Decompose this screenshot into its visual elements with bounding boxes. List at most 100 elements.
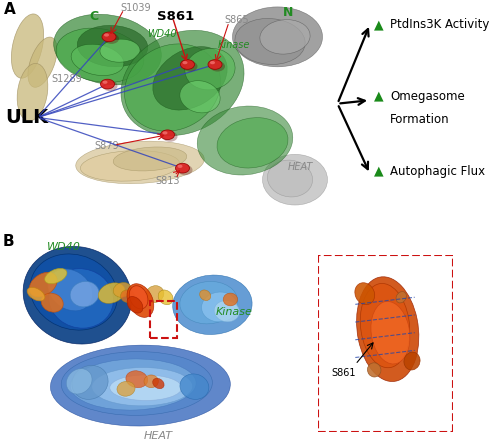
Text: A: A [4,2,16,17]
Ellipse shape [27,288,45,301]
Ellipse shape [76,141,204,183]
Ellipse shape [130,286,148,309]
Ellipse shape [208,60,222,70]
Ellipse shape [72,365,108,400]
Ellipse shape [102,32,116,42]
Ellipse shape [162,132,178,142]
Text: C: C [89,10,98,23]
Ellipse shape [100,39,140,62]
Ellipse shape [180,281,238,324]
Ellipse shape [371,301,410,364]
Ellipse shape [178,165,192,175]
Text: HEAT: HEAT [144,431,173,441]
Text: ULK: ULK [5,108,48,127]
Ellipse shape [120,290,135,303]
Ellipse shape [160,130,174,140]
Ellipse shape [44,268,67,284]
Ellipse shape [223,293,238,306]
Text: Omegasome: Omegasome [390,90,465,103]
Ellipse shape [185,48,235,90]
Ellipse shape [268,160,312,197]
Text: Kinase: Kinase [218,40,250,51]
Ellipse shape [180,374,209,400]
Ellipse shape [162,131,168,135]
Ellipse shape [260,19,310,54]
Text: S861: S861 [331,368,355,378]
Ellipse shape [114,283,132,297]
Ellipse shape [29,272,57,297]
Ellipse shape [48,269,92,311]
Ellipse shape [235,19,305,64]
Ellipse shape [180,81,220,113]
Text: S813: S813 [155,176,180,186]
Ellipse shape [110,375,182,400]
Ellipse shape [121,30,244,136]
Ellipse shape [100,79,114,89]
Ellipse shape [124,44,220,131]
Ellipse shape [210,61,215,64]
Text: ▲: ▲ [374,165,384,178]
Ellipse shape [360,284,410,368]
Ellipse shape [66,369,92,394]
Ellipse shape [28,37,57,87]
Ellipse shape [127,284,154,317]
Ellipse shape [232,7,322,67]
Text: WD40: WD40 [148,29,177,39]
Ellipse shape [70,281,99,307]
Text: WD40: WD40 [47,242,80,252]
Ellipse shape [210,61,225,71]
Text: B: B [3,233,14,249]
Ellipse shape [396,291,406,303]
Ellipse shape [356,277,419,381]
Ellipse shape [50,345,230,426]
Ellipse shape [158,290,173,305]
Ellipse shape [144,375,158,388]
Ellipse shape [113,147,187,171]
Bar [150,300,178,338]
Ellipse shape [41,293,63,312]
Text: PtdIns3K Activity: PtdIns3K Activity [390,19,490,31]
Ellipse shape [368,363,381,377]
Ellipse shape [178,165,182,168]
Ellipse shape [127,296,143,313]
Ellipse shape [197,106,293,175]
Ellipse shape [214,300,240,322]
Ellipse shape [12,14,44,78]
Ellipse shape [104,34,119,44]
Text: S1289: S1289 [51,74,82,84]
Ellipse shape [102,81,108,84]
Ellipse shape [48,268,114,328]
Ellipse shape [78,25,148,67]
Ellipse shape [117,381,135,396]
Ellipse shape [102,81,118,91]
Ellipse shape [17,63,48,121]
Ellipse shape [200,290,210,300]
Ellipse shape [180,60,194,70]
Ellipse shape [152,378,164,389]
Text: Kinase: Kinase [216,307,253,317]
Ellipse shape [30,254,118,330]
Text: S879: S879 [94,141,118,151]
Ellipse shape [54,14,162,85]
Ellipse shape [217,118,288,168]
Ellipse shape [182,61,188,64]
Ellipse shape [404,352,420,370]
Ellipse shape [172,275,252,334]
Text: Formation: Formation [390,113,450,126]
Ellipse shape [202,292,237,322]
Ellipse shape [61,352,212,416]
Ellipse shape [80,151,180,181]
Ellipse shape [355,283,374,305]
Text: S1039: S1039 [120,4,150,13]
Ellipse shape [176,163,190,173]
Ellipse shape [146,286,164,303]
Text: S861: S861 [158,10,195,23]
Ellipse shape [182,61,198,71]
Ellipse shape [92,368,192,406]
Ellipse shape [70,359,196,410]
Ellipse shape [153,47,227,110]
Ellipse shape [23,246,132,344]
Ellipse shape [262,154,328,205]
Ellipse shape [98,283,125,303]
Text: N: N [282,6,293,19]
